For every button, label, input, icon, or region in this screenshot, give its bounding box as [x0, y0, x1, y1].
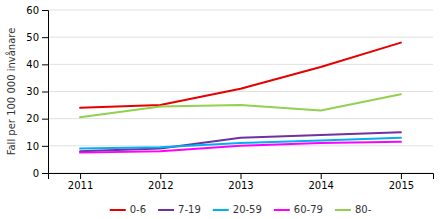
x-tick-mark	[401, 173, 402, 179]
x-tick: 2013	[228, 173, 253, 191]
grid-line	[48, 10, 433, 11]
grid-line	[48, 37, 433, 38]
y-tick-mark	[42, 173, 48, 174]
y-tick-mark	[42, 92, 48, 93]
legend-swatch	[335, 209, 351, 211]
x-tick-mark	[160, 173, 161, 179]
x-tick-label: 2012	[148, 180, 173, 191]
y-tick: 50	[26, 32, 48, 43]
y-tick-label: 50	[26, 32, 39, 43]
y-tick: 0	[33, 168, 48, 179]
series-line	[80, 94, 401, 117]
grid-line	[48, 118, 433, 119]
legend-label: 80-	[355, 204, 372, 215]
series-line	[80, 43, 401, 108]
legend-swatch	[274, 209, 290, 211]
y-tick-label: 40	[26, 59, 39, 70]
x-tick-label: 2014	[308, 180, 333, 191]
legend-item: 0-6	[110, 204, 146, 215]
y-tick-label: 30	[26, 86, 39, 97]
y-tick-mark	[42, 64, 48, 65]
x-tick-label: 2015	[389, 180, 414, 191]
y-tick-label: 20	[26, 113, 39, 124]
x-tick: 2015	[389, 173, 414, 191]
x-tick-mark	[80, 173, 81, 179]
x-tick-mark	[321, 173, 322, 179]
y-tick: 40	[26, 59, 48, 70]
legend-swatch	[110, 209, 126, 211]
axis-line	[49, 174, 434, 180]
legend-label: 20-59	[233, 204, 262, 215]
legend: 0-6 7-19 20-59 60-79 80-	[110, 204, 372, 215]
y-tick: 60	[26, 5, 48, 16]
legend-item: 80-	[335, 204, 372, 215]
y-axis-title: Fall per 100 000 invånare	[5, 28, 17, 156]
x-tick: 2011	[68, 173, 93, 191]
y-tick-label: 0	[33, 168, 39, 179]
y-tick: 30	[26, 86, 48, 97]
y-tick-mark	[42, 146, 48, 147]
grid-line	[48, 64, 433, 65]
axis-line	[42, 11, 49, 174]
y-tick-label: 60	[26, 5, 39, 16]
y-tick-mark	[42, 10, 48, 11]
y-tick-mark	[42, 119, 48, 120]
x-tick-label: 2013	[228, 180, 253, 191]
y-tick-label: 10	[26, 141, 39, 152]
y-tick-mark	[42, 37, 48, 38]
y-tick: 20	[26, 113, 48, 124]
legend-item: 20-59	[213, 204, 262, 215]
grid-line	[48, 91, 433, 92]
lines	[80, 43, 401, 153]
x-axis: 2011 2012 2013 2014 2015	[49, 173, 434, 191]
legend-item: 60-79	[274, 204, 323, 215]
y-tick: 10	[26, 141, 48, 152]
legend-swatch	[213, 209, 229, 211]
plot: 2011 2012 2013 2014 2015 0 10 20 30 40 50 60	[26, 5, 433, 191]
legend-label: 7-19	[178, 204, 201, 215]
x-tick: 2014	[308, 173, 333, 191]
legend-swatch	[158, 209, 174, 211]
x-tick: 2012	[148, 173, 173, 191]
x-tick-label: 2011	[68, 180, 93, 191]
chart: 2011 2012 2013 2014 2015 0 10 20 30 40 50 60 Fall pe…	[0, 0, 445, 219]
legend-label: 60-79	[294, 204, 323, 215]
legend-label: 0-6	[130, 204, 146, 215]
grid	[48, 10, 433, 173]
series-line	[80, 142, 401, 153]
x-tick-mark	[241, 173, 242, 179]
legend-item: 7-19	[158, 204, 201, 215]
y-axis: 0 10 20 30 40 50 60	[26, 5, 48, 179]
